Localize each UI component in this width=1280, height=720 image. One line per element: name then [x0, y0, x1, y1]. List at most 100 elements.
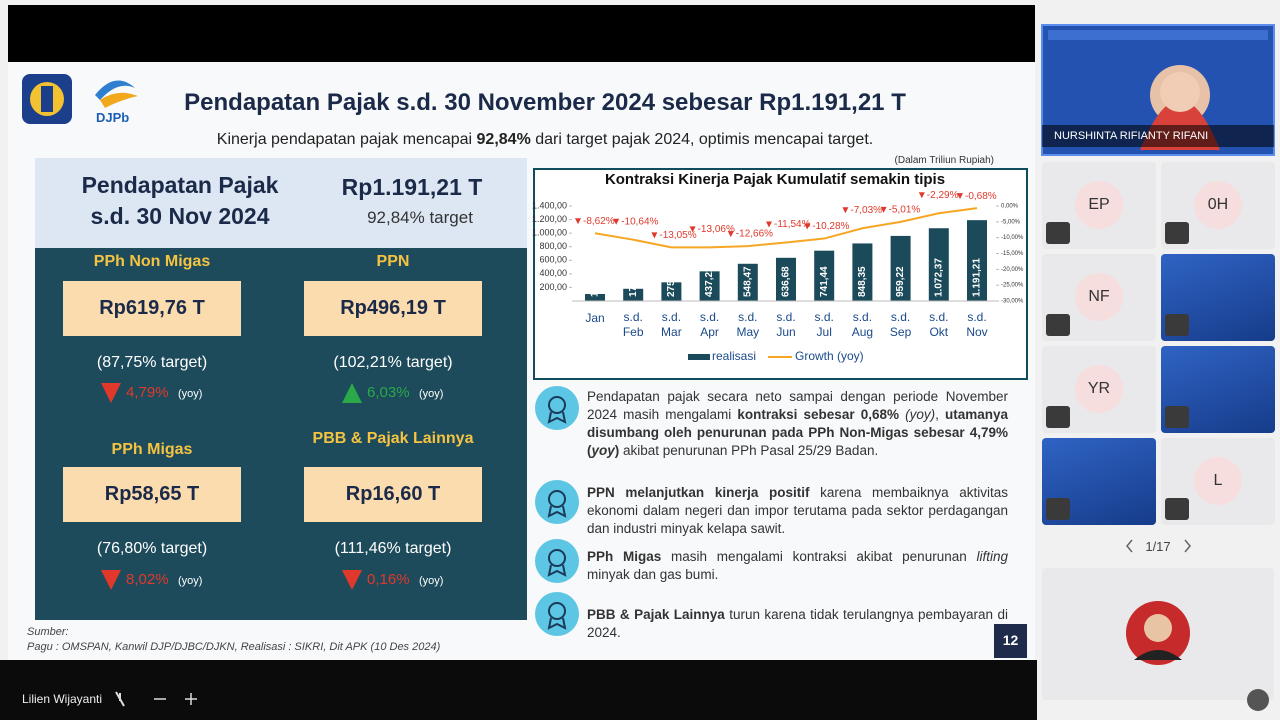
y2-tick-label: -10,00% — [1001, 235, 1024, 241]
summary-panel — [35, 158, 527, 248]
bar-label: 741,44 — [819, 266, 830, 297]
bullet-icon-ribbon — [547, 505, 567, 518]
source-label: Sumber: — [27, 626, 69, 638]
mic-off-badge — [1046, 406, 1070, 428]
chart-title: Kontraksi Kinerja Pajak Kumulatif semaki… — [604, 171, 946, 188]
bullet-text: Pendapatan pajak secara neto sampai deng… — [587, 388, 1008, 460]
bullet-segment: utamanya disumbang oleh penurunan pada P… — [587, 407, 1008, 458]
bar — [661, 282, 682, 301]
avatar — [1194, 181, 1242, 229]
bullet-icon-ribbon — [547, 411, 567, 424]
bullet-icon — [535, 539, 579, 583]
x-tick-label: s.d. Okt — [929, 310, 949, 339]
bullet-text: PPN melanjutkan kinerja positif karena m… — [587, 484, 1008, 538]
card-yoy: 0,16% — [367, 571, 410, 588]
growth-label: -13,05% — [659, 230, 696, 241]
card-value-box — [304, 281, 482, 336]
bar — [814, 250, 835, 301]
growth-label: -0,68% — [965, 191, 997, 202]
bullet-icon — [535, 592, 579, 636]
arrow-down — [342, 570, 362, 590]
avatar-initials: L — [1213, 472, 1223, 489]
mic-off-icon[interactable] — [115, 691, 125, 707]
card-label: PBB & Pajak Lainnya — [312, 430, 474, 447]
card-value-box — [63, 281, 241, 336]
y-tick-label: 600,00 — [539, 255, 567, 265]
subtitle-text: dari target pajak 2024, optimis mencapai… — [530, 131, 874, 148]
y2-tick-label: -5,00% — [1001, 219, 1021, 225]
bullet-segment: kontraksi sebesar 0,68% — [737, 407, 906, 422]
mic-off-badge — [1046, 498, 1070, 520]
card-yoy: 8,02% — [126, 571, 169, 588]
growth-label: -8,62% — [583, 216, 615, 227]
y2-tick-label: -30,00% — [1001, 299, 1024, 305]
avatar-initials: YR — [1087, 380, 1111, 397]
summary-label: s.d. 30 Nov 2024 — [90, 203, 270, 229]
x-tick-label: s.d. Sep — [889, 310, 912, 339]
x-tick-label: s.d. Aug — [851, 310, 874, 339]
growth-label: -10,28% — [812, 221, 849, 232]
bullet-segment: akibat penurunan PPh Pasal 25/29 Badan. — [619, 443, 879, 458]
bullet-segment: PPN melanjutkan kinerja positif — [587, 485, 810, 500]
bar — [623, 288, 644, 301]
legend-swatch — [688, 354, 710, 360]
subtitle-bold: 92,84% — [476, 131, 531, 148]
summary-value: Rp1.191,21 T — [341, 174, 483, 200]
bullet-text: PBB & Pajak Lainnya turun karena tidak t… — [587, 606, 1008, 642]
presenter-video[interactable] — [1041, 24, 1275, 156]
mic-off-badge — [1165, 498, 1189, 520]
card-target: (87,75% target) — [96, 354, 208, 371]
bullet-icon — [535, 480, 579, 524]
bullet-icon-ring — [548, 602, 566, 620]
bullet-segment: , — [935, 407, 945, 422]
x-tick-label: s.d. Nov — [966, 310, 988, 339]
bullet-icon — [535, 386, 579, 430]
bar — [776, 257, 796, 301]
bar — [890, 235, 911, 301]
growth-label: -5,01% — [889, 205, 921, 216]
bullet-icon-ribbon — [547, 564, 567, 577]
subtitle-text: Kinerja pendapatan pajak mencapai — [216, 131, 477, 148]
card-label: PPN — [376, 253, 410, 270]
settings-icon[interactable] — [1247, 689, 1269, 711]
bar — [852, 243, 873, 301]
card-value-box — [304, 467, 482, 522]
bar — [967, 220, 987, 301]
window-controls[interactable] — [154, 693, 197, 705]
card-value: Rp619,76 T — [99, 297, 205, 319]
card-yoy-unit: (yoy) — [419, 388, 444, 400]
mic-off-badge — [1046, 314, 1070, 336]
card-yoy-unit: (yoy) — [178, 575, 203, 587]
bar — [585, 294, 605, 301]
bar-label: 636,68 — [781, 266, 792, 297]
bullet-segment: (yoy) — [905, 407, 936, 422]
avatar — [1075, 273, 1123, 321]
growth-label: -10,64% — [621, 216, 658, 227]
y2-tick-label: -20,00% — [1001, 267, 1024, 273]
pagination: 1/17 — [1145, 539, 1171, 554]
pager-arrows[interactable] — [1126, 539, 1191, 553]
bar-label: 1.072,37 — [933, 258, 944, 297]
mic-off-badge — [1165, 406, 1189, 428]
growth-label: -13,06% — [698, 224, 735, 235]
x-tick-label: s.d. Jun — [776, 310, 796, 339]
y-tick-label: 1.000,00 — [532, 228, 567, 238]
x-tick-label: s.d. Mar — [661, 310, 682, 339]
card-value: Rp58,65 T — [104, 483, 200, 505]
card-value-box — [63, 467, 241, 522]
y-tick-label: 1.400,00 — [532, 200, 567, 210]
bullet-segment: PPh Migas — [587, 549, 662, 564]
bullet-segment: turun karena tidak terulangnya pembayara… — [587, 607, 1008, 640]
bullet-segment: PBB & Pajak Lainnya — [587, 607, 725, 622]
bar — [928, 228, 949, 301]
y-tick-label: 1.200,00 — [532, 214, 567, 224]
y2-tick-label: 0,00% — [1001, 204, 1019, 210]
x-tick-label: s.d. Apr — [699, 310, 720, 339]
bullet-segment: minyak dan gas bumi. — [587, 567, 719, 582]
bar-label: 179,8 — [628, 272, 639, 297]
card-target: (76,80% target) — [96, 540, 208, 557]
avatar-initials: NF — [1088, 288, 1110, 305]
growth-label: -2,29% — [927, 190, 959, 201]
bar-label: 1.191,21 — [972, 258, 983, 297]
